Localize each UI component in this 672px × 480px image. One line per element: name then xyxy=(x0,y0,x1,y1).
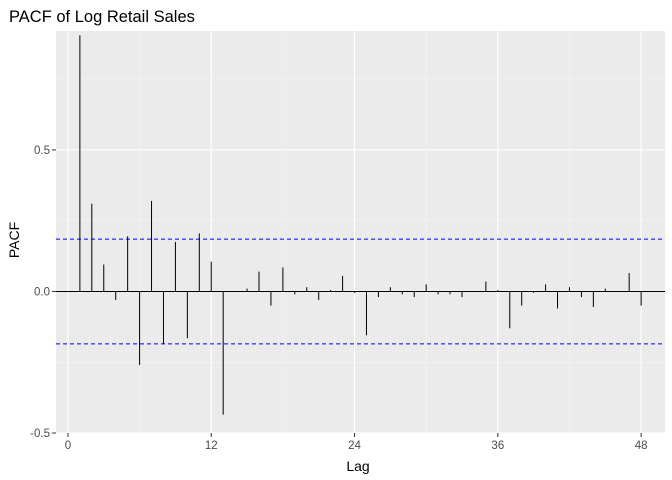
y-tick-label: -0.5 xyxy=(30,428,50,440)
chart-title: PACF of Log Retail Sales xyxy=(9,8,195,26)
x-tick-label: 0 xyxy=(65,440,71,452)
minor-gridlines xyxy=(56,31,665,433)
x-tick-label: 24 xyxy=(348,440,361,452)
pacf-bars xyxy=(79,35,642,415)
y-tick-label: 0.5 xyxy=(34,145,50,157)
y-axis-title: PACF xyxy=(6,222,22,258)
x-axis-title: Lag xyxy=(346,458,369,474)
x-tick-label: 12 xyxy=(205,440,218,452)
x-tick-label: 36 xyxy=(491,440,504,452)
plot-panel xyxy=(56,31,665,433)
y-axis-ticks: -0.5 0.0 0.5 xyxy=(30,145,56,440)
y-tick-label: 0.0 xyxy=(34,286,50,298)
confidence-bounds xyxy=(56,238,665,345)
x-tick-label: 48 xyxy=(635,440,648,452)
x-axis-ticks: 0 12 24 36 48 xyxy=(65,433,648,452)
